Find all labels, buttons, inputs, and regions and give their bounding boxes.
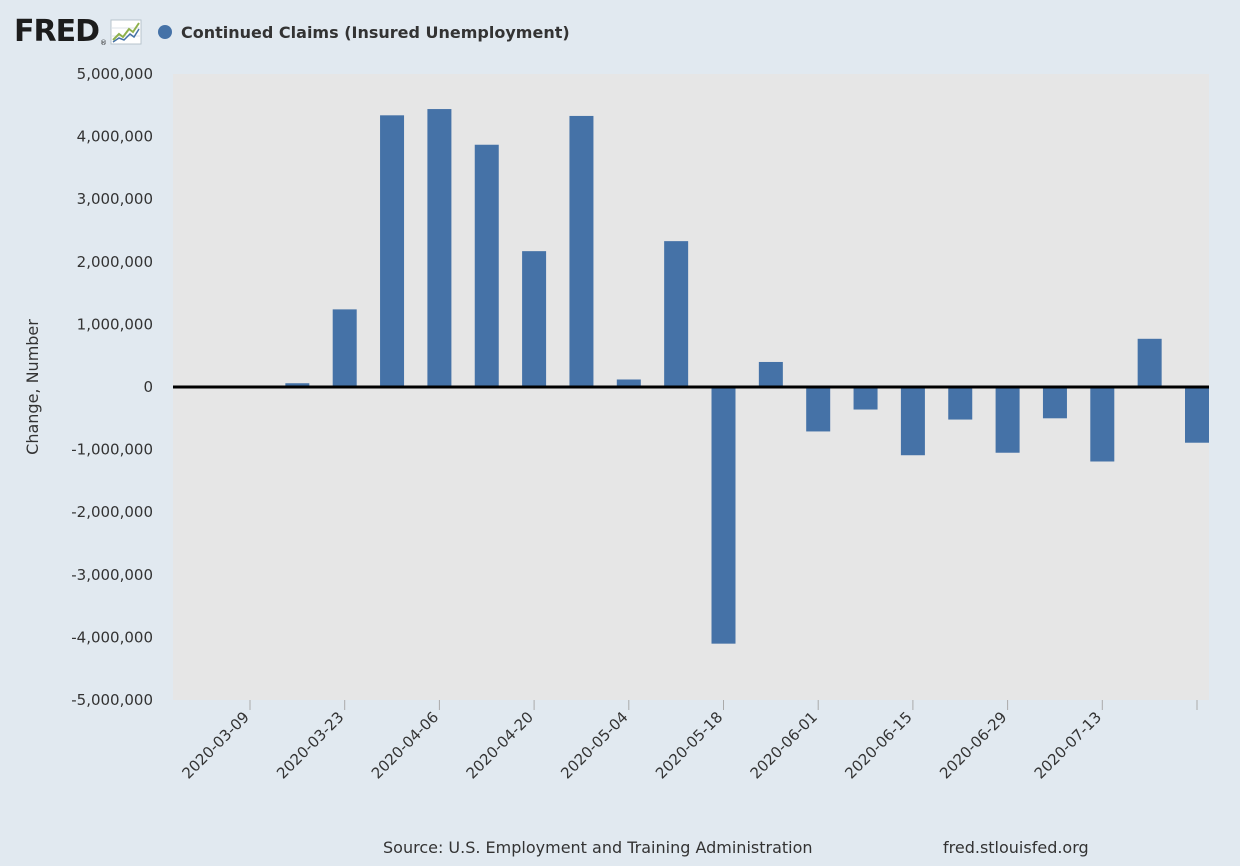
bar-2020-06-29	[995, 387, 1020, 453]
bar-2020-05-18	[711, 387, 736, 644]
y-axis-title: Change, Number	[23, 319, 42, 455]
bar-2020-07-06	[1042, 387, 1067, 419]
x-tick-label: 2020-03-09	[178, 708, 252, 782]
bar-2020-06-08	[853, 387, 878, 410]
x-tick-label: 2020-04-20	[463, 708, 537, 782]
bar-2020-04-13	[474, 144, 499, 387]
legend-label: Continued Claims (Insured Unemployment)	[181, 22, 570, 42]
bar-2020-04-06	[427, 109, 452, 387]
x-tick-label: 2020-05-18	[652, 708, 726, 782]
y-tick-label: -4,000,000	[71, 628, 153, 646]
bar-2020-03-16	[285, 383, 310, 387]
legend[interactable]: Continued Claims (Insured Unemployment)	[158, 23, 570, 42]
bars	[285, 109, 1209, 644]
header: FRED ® Continued Claims (Insured Unemplo…	[14, 14, 570, 50]
y-tick-label: 3,000,000	[77, 190, 153, 208]
bar-2020-05-11	[664, 241, 689, 387]
x-tick-label: 2020-05-04	[557, 708, 631, 782]
bar-2020-05-25	[758, 361, 783, 387]
bar-2020-07-13	[1090, 387, 1115, 462]
x-tick-label: 2020-06-29	[936, 708, 1010, 782]
bar-2020-06-15	[900, 387, 925, 456]
bar-2020-06-01	[806, 387, 831, 432]
legend-marker	[158, 25, 172, 39]
x-tick-label: 2020-06-01	[747, 708, 821, 782]
y-tick-label: -3,000,000	[71, 566, 153, 584]
bar-2020-04-20	[522, 251, 547, 387]
bar-2020-07-27	[1185, 387, 1209, 443]
x-tick-label: 2020-03-23	[273, 708, 347, 782]
x-tick-label: 2020-07-13	[1031, 708, 1105, 782]
y-tick-label: 2,000,000	[77, 253, 153, 271]
registered-mark: ®	[100, 39, 107, 47]
y-tick-label: -2,000,000	[71, 503, 153, 521]
bar-2020-04-27	[569, 115, 594, 387]
fred-logo[interactable]: FRED	[14, 14, 100, 49]
y-tick-label: 1,000,000	[77, 315, 153, 333]
source-text: Source: U.S. Employment and Training Adm…	[383, 838, 813, 857]
x-tick-label: 2020-04-06	[368, 708, 442, 782]
bar-2020-03-23	[332, 309, 357, 387]
bar-2020-03-30	[380, 115, 405, 387]
y-tick-label: -5,000,000	[71, 691, 153, 709]
y-tick-label: 0	[143, 378, 153, 396]
chart-logo-icon	[110, 19, 142, 45]
bar-2020-07-20	[1137, 338, 1162, 387]
bar-2020-05-04	[616, 379, 641, 387]
y-tick-label: 5,000,000	[77, 65, 153, 83]
y-tick-label: 4,000,000	[77, 128, 153, 146]
y-axis-labels: 5,000,000 4,000,000 3,000,000 2,000,000 1,00…	[71, 65, 153, 709]
y-tick-label: -1,000,000	[71, 441, 153, 459]
x-axis-labels: 2020-03-09 2020-03-23 2020-04-06 2020-04-20…	[178, 708, 1105, 782]
x-tick-label: 2020-06-15	[841, 708, 915, 782]
x-axis-ticks	[249, 700, 1198, 710]
bar-2020-06-22	[948, 387, 973, 420]
fred-url[interactable]: fred.stlouisfed.org	[943, 838, 1089, 857]
